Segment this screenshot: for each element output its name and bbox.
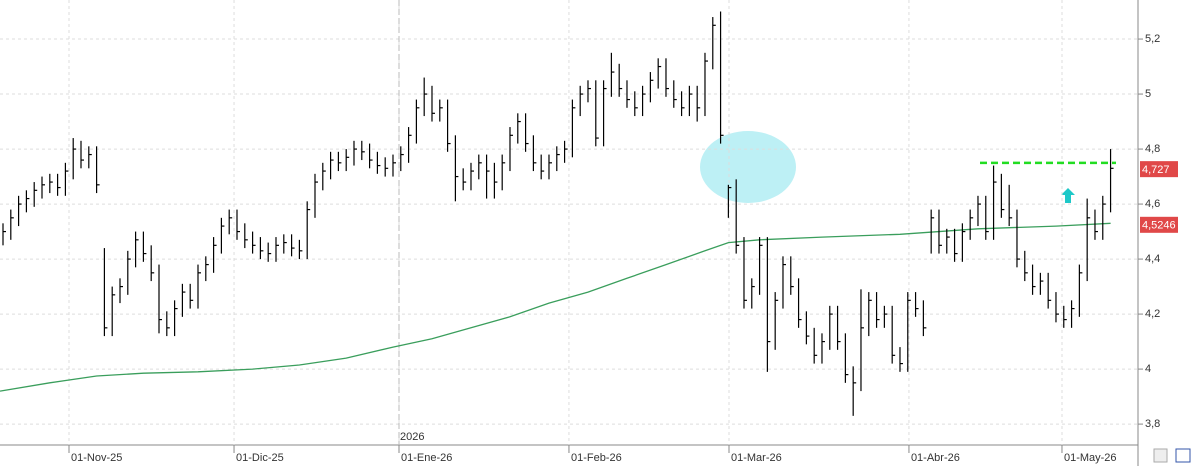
y-tick-label: 3,8 bbox=[1145, 418, 1160, 430]
x-tick-label: 01-Abr-26 bbox=[911, 452, 960, 464]
y-tick-label: 4,8 bbox=[1145, 143, 1160, 155]
price-label-box bbox=[1140, 161, 1178, 178]
price-label: 4,727 bbox=[1142, 164, 1170, 176]
y-tick-label: 4,4 bbox=[1145, 253, 1160, 265]
highlight-ellipse bbox=[700, 131, 796, 203]
up-arrow bbox=[1061, 188, 1075, 203]
x-tick-label: 01-Ene-26 bbox=[401, 452, 452, 464]
y-tick-label: 4,6 bbox=[1145, 198, 1160, 210]
scroll-button[interactable] bbox=[1153, 448, 1168, 463]
x-tick-label: 01-Nov-25 bbox=[71, 452, 122, 464]
x-tick-label: 01-May-26 bbox=[1064, 452, 1117, 464]
y-tick-label: 5 bbox=[1145, 88, 1151, 100]
save-button[interactable] bbox=[1175, 448, 1191, 463]
price-label-box bbox=[1140, 216, 1178, 233]
moving-average-line bbox=[0, 222, 1111, 392]
plot bbox=[0, 0, 1138, 445]
y-tick-label: 5,2 bbox=[1145, 33, 1160, 45]
y-tick-label: 4 bbox=[1145, 363, 1151, 375]
price-label: 4,5246 bbox=[1142, 220, 1176, 232]
x-tick-label: 01-Feb-26 bbox=[571, 452, 622, 464]
x-tick-label: 01-Mar-26 bbox=[731, 452, 782, 464]
x-tick-label: 01-Dic-25 bbox=[236, 452, 284, 464]
y-tick-label: 4,2 bbox=[1145, 308, 1160, 320]
year-label: 2026 bbox=[400, 431, 424, 443]
